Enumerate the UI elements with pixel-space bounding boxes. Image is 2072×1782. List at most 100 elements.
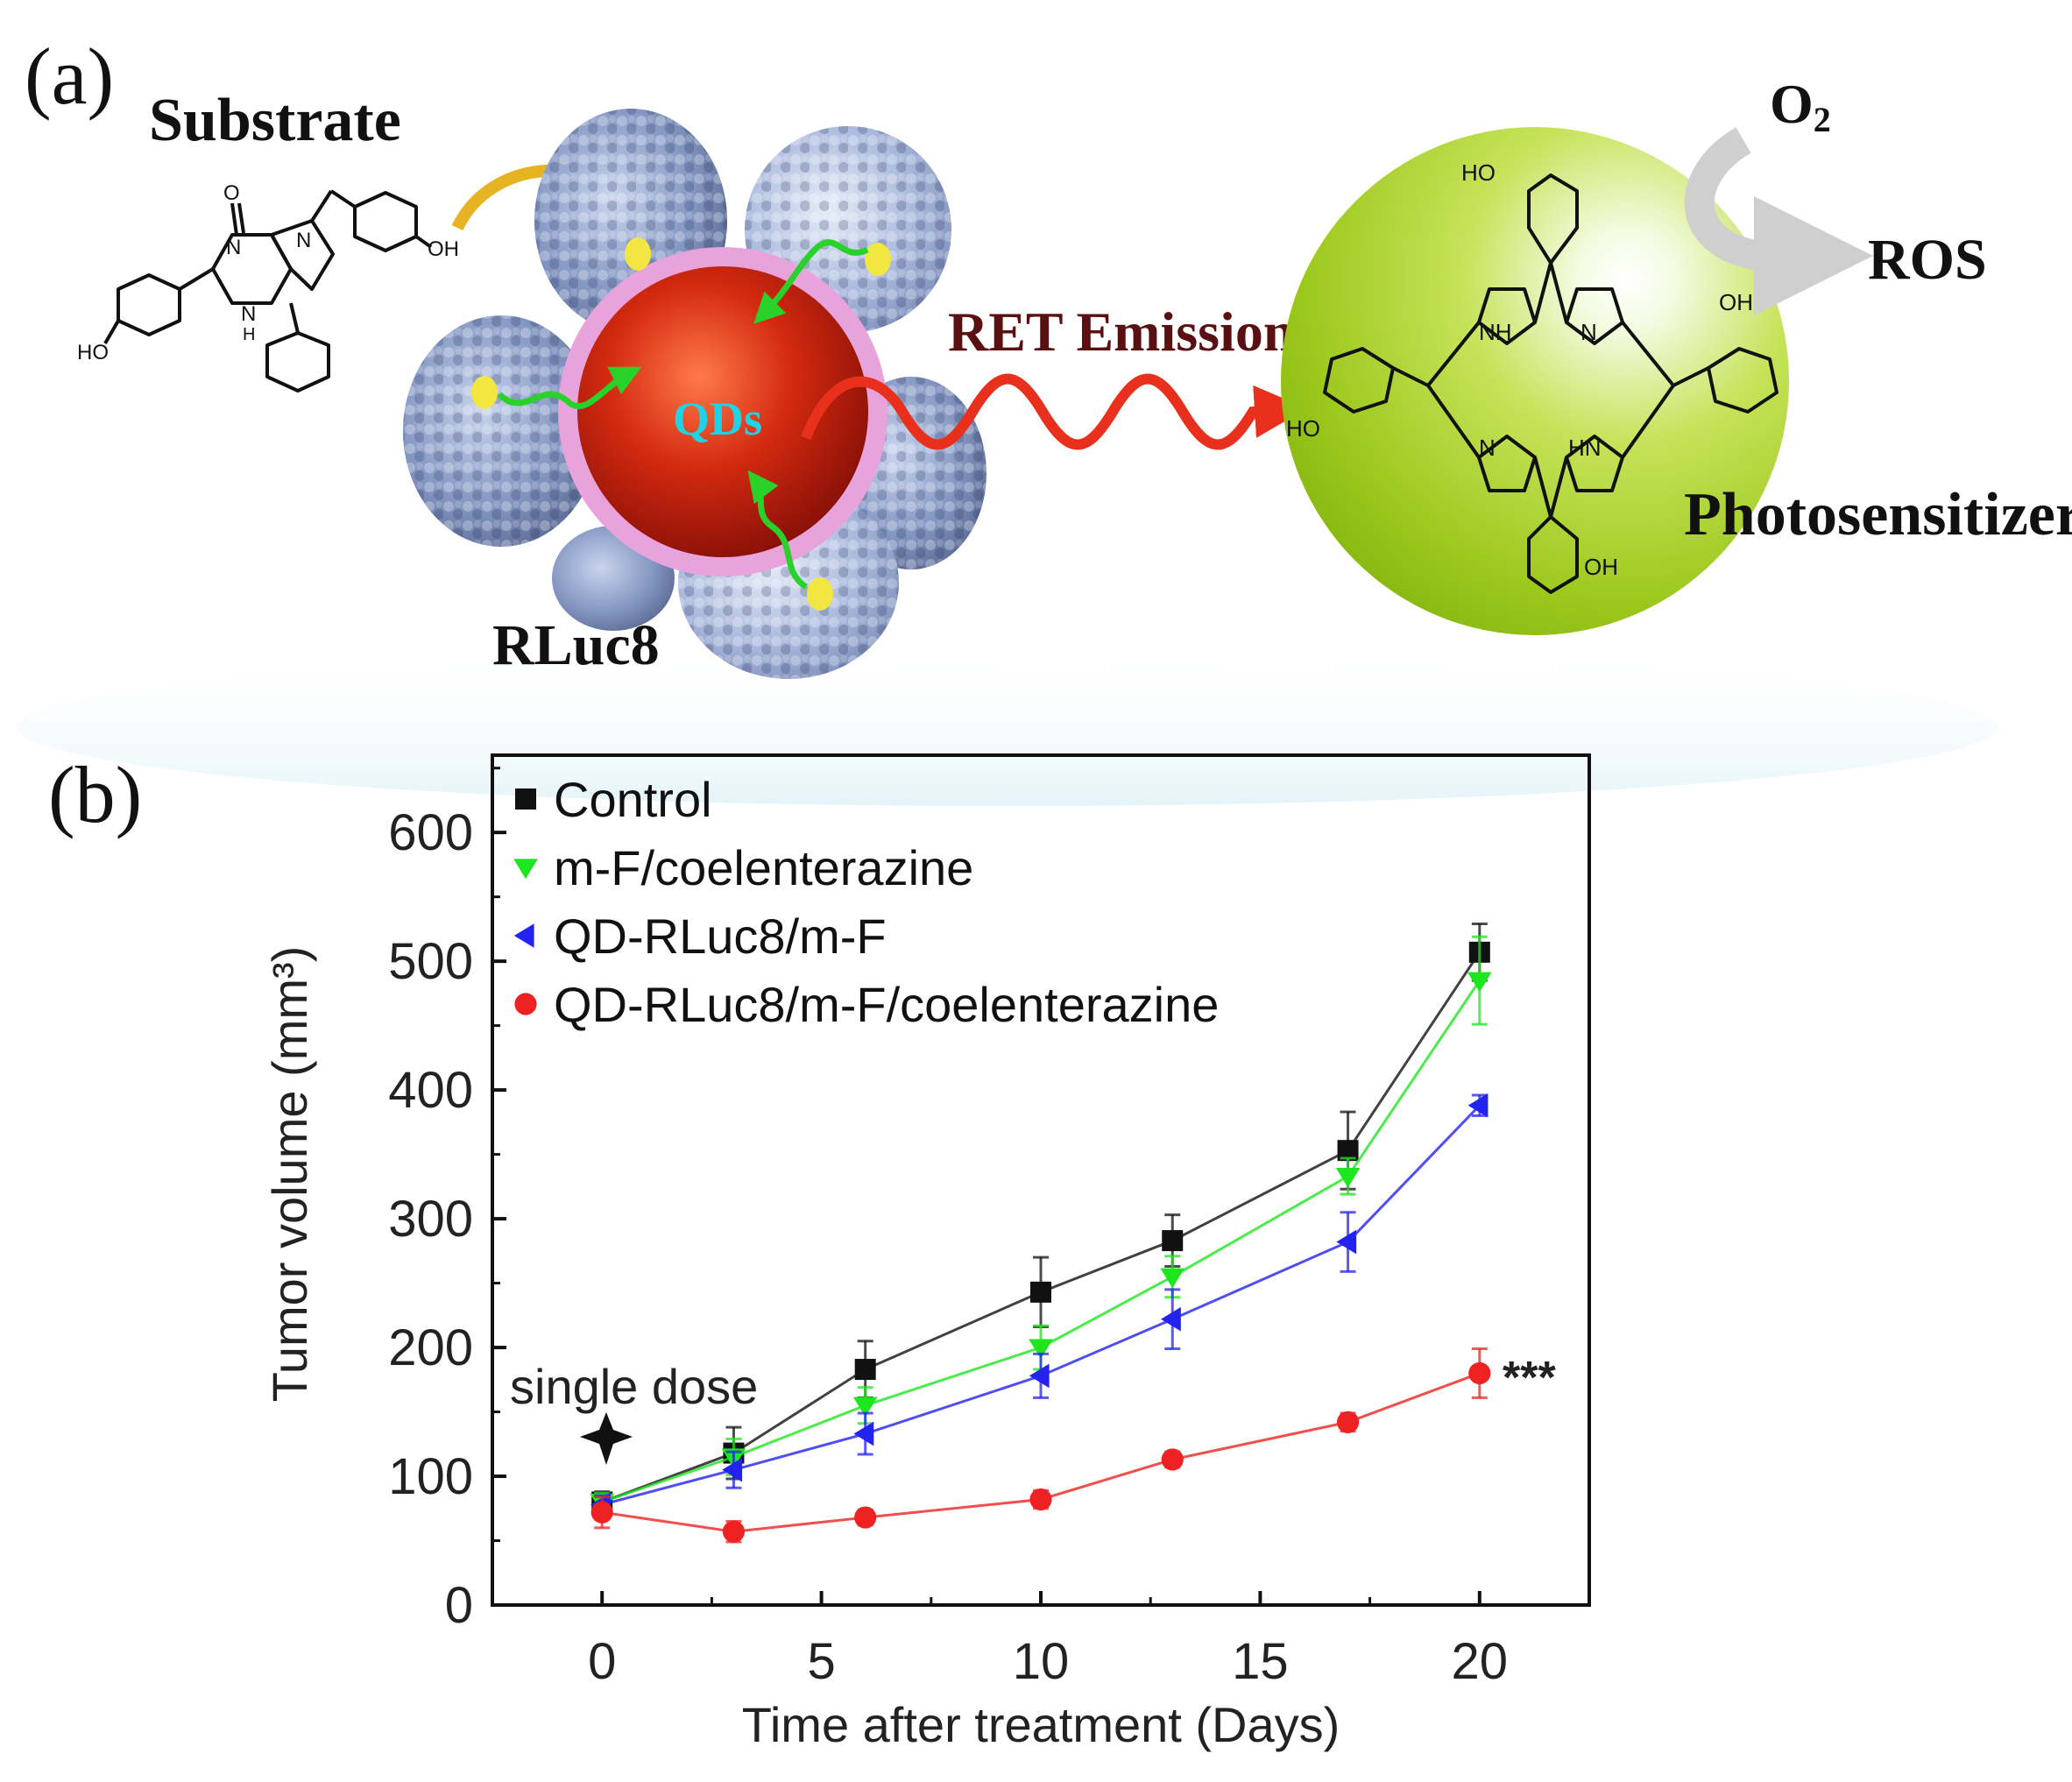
x-tick-label: 10 bbox=[1013, 1633, 1070, 1690]
legend-marker bbox=[514, 993, 537, 1015]
yellow-dot bbox=[807, 577, 833, 611]
y-tick-label: 100 bbox=[388, 1448, 473, 1505]
atom-label: H bbox=[243, 325, 255, 344]
green-arrow bbox=[753, 239, 869, 324]
atom-label: OH bbox=[1584, 554, 1618, 580]
significance-label: *** bbox=[1503, 1353, 1556, 1404]
data-point bbox=[1162, 1230, 1184, 1252]
substrate-label: Substrate bbox=[149, 87, 401, 154]
atom-label: OH bbox=[1719, 289, 1753, 315]
atom-label: NH bbox=[1479, 319, 1512, 345]
x-tick-label: 0 bbox=[588, 1633, 616, 1690]
y-axis-label: Tumor volume (mm³) bbox=[262, 946, 317, 1403]
atom-label: OH bbox=[428, 237, 459, 261]
porphyrin-molecule bbox=[1323, 173, 1779, 594]
y-tick-label: 200 bbox=[388, 1319, 473, 1376]
qds-label: QDs bbox=[673, 392, 762, 445]
data-point bbox=[1161, 1306, 1181, 1332]
atom-label: N bbox=[241, 302, 256, 326]
x-tick-label: 20 bbox=[1452, 1633, 1509, 1690]
photosensitizer-sphere bbox=[1281, 127, 1789, 635]
legend-label: QD-RLuc8/m-F bbox=[554, 909, 887, 964]
atom-label: HO bbox=[77, 341, 109, 364]
o2-label: O2 bbox=[1770, 73, 1831, 139]
rluc8-label: RLuc8 bbox=[492, 613, 660, 677]
data-point bbox=[1335, 1167, 1361, 1188]
data-point bbox=[1029, 1363, 1050, 1389]
data-point bbox=[1336, 1411, 1360, 1433]
green-arrow bbox=[747, 470, 809, 590]
energy-transfer-arrows bbox=[497, 239, 869, 590]
o2-main: O bbox=[1770, 73, 1814, 135]
data-point bbox=[853, 1421, 874, 1446]
substrate-dots bbox=[471, 237, 891, 611]
atom-label: N bbox=[296, 229, 311, 252]
green-arrow bbox=[497, 366, 642, 410]
atom-label: HO bbox=[1461, 159, 1496, 186]
panel-b-label: (b) bbox=[48, 750, 142, 839]
x-axis-label: Time after treatment (Days) bbox=[742, 1697, 1340, 1752]
series-layer bbox=[590, 923, 1492, 1544]
data-point bbox=[854, 1506, 877, 1529]
ret-wave bbox=[801, 373, 1307, 450]
data-point bbox=[1336, 1229, 1357, 1255]
atom-label: N bbox=[1479, 435, 1496, 461]
single-dose-annotation: single dose bbox=[510, 1359, 758, 1414]
atom-label: HN bbox=[1568, 435, 1602, 461]
legend-item: m-F/coelenterazine bbox=[513, 840, 973, 895]
atom-label: N bbox=[1581, 319, 1597, 345]
data-point bbox=[1161, 1448, 1184, 1471]
x-axis: 0 5 10 15 20 bbox=[491, 1591, 1591, 1690]
x-tick-label: 5 bbox=[807, 1633, 835, 1690]
legend-item: Control bbox=[515, 772, 712, 827]
legend-item: QD-RLuc8/m-F/coelenterazine bbox=[514, 977, 1219, 1032]
y-tick-label: 0 bbox=[445, 1577, 473, 1634]
data-point bbox=[1467, 972, 1492, 993]
data-point bbox=[1468, 1361, 1491, 1385]
yellow-dot bbox=[625, 237, 651, 271]
y-tick-label: 300 bbox=[388, 1191, 473, 1248]
data-point bbox=[1029, 1488, 1052, 1511]
data-point bbox=[590, 1501, 613, 1524]
data-point bbox=[854, 1359, 876, 1381]
data-point bbox=[1467, 1093, 1489, 1118]
substrate-atom-labels: O N N N H OH HO bbox=[77, 181, 459, 364]
y-tick-label: 600 bbox=[388, 804, 473, 861]
atom-label: N bbox=[226, 236, 241, 259]
ret-emission-label: RET Emission bbox=[948, 301, 1294, 363]
y-tick-label: 400 bbox=[388, 1062, 473, 1119]
panel-a: (a) Substrate O N N N H OH HO bbox=[18, 32, 2072, 806]
qd-core bbox=[577, 266, 868, 557]
legend-marker bbox=[513, 923, 534, 948]
legend-marker bbox=[513, 859, 538, 880]
data-point bbox=[1160, 1268, 1185, 1289]
y-tick-label: 500 bbox=[388, 933, 473, 990]
data-point bbox=[722, 1520, 746, 1543]
o2-ros-arrow bbox=[1684, 127, 1873, 315]
legend-label: QD-RLuc8/m-F/coelenterazine bbox=[554, 977, 1219, 1032]
data-point bbox=[722, 1457, 743, 1482]
floor-glow bbox=[18, 648, 1998, 806]
series-qd-rluc8-m-f-coelenterazine bbox=[590, 1347, 1491, 1544]
ros-label: ROS bbox=[1868, 228, 1987, 292]
data-point bbox=[852, 1397, 878, 1418]
panel-a-label: (a) bbox=[25, 32, 114, 121]
atom-label: O bbox=[223, 181, 240, 205]
panel-b: (b) 0 5 10 15 20 0 100 200 300 400 500 600 Time af… bbox=[48, 750, 1591, 1752]
data-point bbox=[1030, 1281, 1051, 1303]
tumor-volume-chart: 0 5 10 15 20 0 100 200 300 400 500 600 Time after … bbox=[262, 753, 1591, 1752]
legend-label: m-F/coelenterazine bbox=[554, 840, 973, 895]
legend-label: Control bbox=[554, 772, 712, 827]
legend-item: QD-RLuc8/m-F bbox=[513, 909, 887, 964]
yellow-dot bbox=[471, 376, 498, 409]
photosensitizer-label: Photosensitizer bbox=[1684, 481, 2072, 548]
yellow-dot bbox=[865, 243, 891, 276]
o2-subscript: 2 bbox=[1814, 100, 1831, 139]
data-point bbox=[1029, 1339, 1053, 1360]
legend-marker bbox=[515, 788, 536, 810]
atom-label: HO bbox=[1286, 415, 1320, 442]
x-tick-label: 15 bbox=[1232, 1633, 1289, 1690]
porphyrin-atom-labels: NH N N HN HO OH HO OH bbox=[1286, 159, 1753, 580]
substrate-molecule bbox=[103, 189, 433, 392]
